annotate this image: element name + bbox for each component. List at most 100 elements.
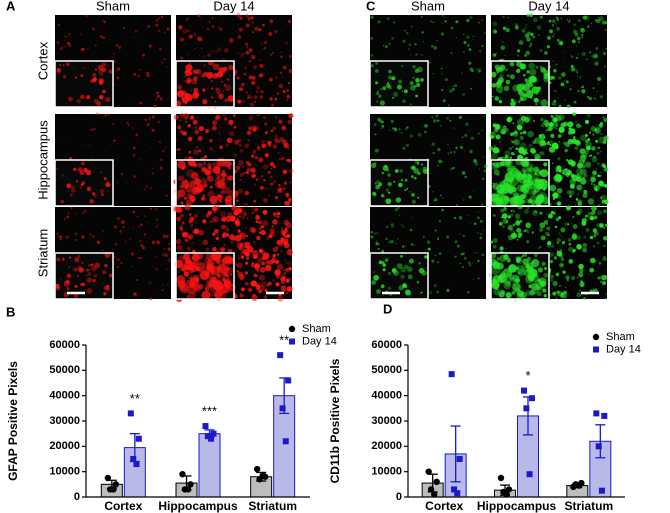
speckle xyxy=(414,43,417,46)
speckle xyxy=(566,205,572,211)
speckle xyxy=(595,128,597,130)
inset-speckle xyxy=(187,161,190,164)
speckle xyxy=(539,222,546,229)
inset-speckle xyxy=(81,261,84,264)
inset-speckle xyxy=(416,280,420,284)
inset-speckle xyxy=(220,94,222,97)
speckle xyxy=(539,227,544,232)
speckle xyxy=(570,160,576,167)
speckle xyxy=(246,217,248,219)
speckle xyxy=(502,125,507,129)
inset-speckle xyxy=(71,188,76,193)
speckle xyxy=(251,125,257,131)
speckle xyxy=(193,149,199,155)
inset-speckle xyxy=(211,270,214,274)
speckle xyxy=(582,15,587,20)
speckle xyxy=(513,139,519,145)
inset-speckle xyxy=(396,84,403,90)
speckle xyxy=(569,195,572,198)
speckle xyxy=(239,232,247,239)
inset-speckle xyxy=(54,284,61,291)
speckle xyxy=(267,166,269,168)
inset-speckle xyxy=(398,79,403,84)
speckle xyxy=(421,54,423,56)
speckle xyxy=(437,148,441,152)
speckle xyxy=(391,127,395,130)
speckle xyxy=(472,189,475,192)
data-point xyxy=(110,486,117,493)
speckle xyxy=(254,26,259,31)
speckle xyxy=(137,75,140,78)
speckle xyxy=(176,148,180,152)
speckle xyxy=(604,297,607,300)
speckle xyxy=(581,164,586,169)
speckle xyxy=(600,253,602,255)
speckle xyxy=(245,261,249,265)
speckle xyxy=(139,294,141,297)
speckle xyxy=(214,115,219,121)
speckle xyxy=(432,72,434,75)
inset-speckle xyxy=(533,97,539,103)
inset-speckle xyxy=(105,286,111,291)
inset-speckle xyxy=(525,264,530,269)
row-label: Hippocampus xyxy=(35,120,50,200)
speckle xyxy=(515,129,517,131)
speckle xyxy=(222,113,226,117)
speckle xyxy=(512,131,519,137)
speckle xyxy=(374,232,376,235)
speckle xyxy=(490,152,498,160)
speckle xyxy=(92,27,95,31)
speckle xyxy=(243,202,249,208)
speckle xyxy=(197,232,199,234)
speckle xyxy=(525,151,529,155)
speckle xyxy=(178,153,180,155)
inset-speckle xyxy=(509,74,515,80)
speckle xyxy=(433,199,436,201)
speckle xyxy=(193,228,200,235)
speckle xyxy=(283,219,290,226)
speckle xyxy=(575,120,577,123)
speckle xyxy=(288,277,292,281)
inset-speckle xyxy=(522,169,526,172)
inset-speckle xyxy=(212,198,216,202)
speckle xyxy=(242,156,244,158)
speckle xyxy=(406,126,409,129)
speckle xyxy=(250,16,254,20)
data-point xyxy=(451,486,458,493)
inset-speckle xyxy=(516,68,521,74)
inset-speckle xyxy=(109,273,113,278)
speckle xyxy=(600,196,603,199)
speckle xyxy=(568,259,574,264)
speckle xyxy=(258,58,261,62)
inset-speckle xyxy=(88,263,92,267)
speckle xyxy=(240,293,242,296)
inset-speckle xyxy=(228,283,236,292)
speckle xyxy=(284,201,287,204)
speckle xyxy=(451,87,455,91)
speckle xyxy=(513,223,515,225)
speckle xyxy=(260,90,264,94)
speckle xyxy=(124,240,127,243)
inset-speckle xyxy=(510,101,516,107)
speckle xyxy=(500,128,507,135)
speckle xyxy=(202,239,209,246)
speckle xyxy=(82,211,85,215)
inset-speckle xyxy=(524,78,528,82)
speckle xyxy=(195,146,199,149)
speckle xyxy=(186,53,188,55)
speckle xyxy=(244,282,249,286)
inset-speckle xyxy=(399,169,403,173)
speckle xyxy=(370,15,374,19)
data-point xyxy=(282,438,289,445)
speckle xyxy=(459,262,462,265)
inset-speckle xyxy=(380,284,385,289)
speckle xyxy=(563,121,569,127)
speckle xyxy=(282,169,288,175)
speckle xyxy=(503,213,507,217)
inset-speckle xyxy=(516,256,522,262)
inset-speckle xyxy=(61,257,65,261)
speckle xyxy=(202,219,207,224)
y-tick-label: 50000 xyxy=(49,364,80,376)
speckle xyxy=(571,169,573,171)
speckle xyxy=(573,100,577,104)
